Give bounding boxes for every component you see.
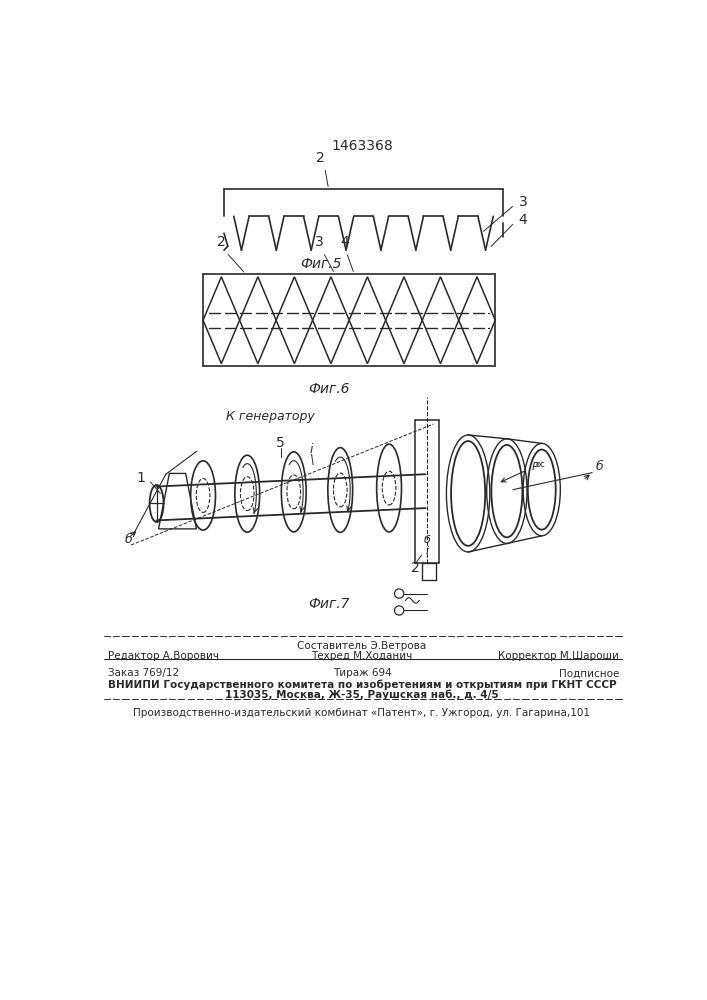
Text: б: б	[423, 535, 431, 545]
Text: 5: 5	[276, 436, 285, 450]
Text: 3: 3	[315, 235, 324, 249]
Text: 4: 4	[518, 213, 527, 227]
Text: 113035, Москва, Ж-35, Раушская наб., д. 4/5: 113035, Москва, Ж-35, Раушская наб., д. …	[225, 689, 498, 700]
Text: Заказ 769/12: Заказ 769/12	[107, 668, 179, 678]
Text: 4: 4	[341, 235, 349, 249]
Text: i: i	[310, 443, 313, 456]
Text: 2: 2	[316, 151, 325, 165]
Text: Составитель Э.Ветрова: Составитель Э.Ветрова	[298, 641, 426, 651]
Text: б: б	[125, 533, 132, 546]
Text: i: i	[426, 546, 428, 556]
Text: 1463368: 1463368	[331, 139, 393, 153]
Text: Фиг.7: Фиг.7	[308, 597, 349, 611]
Text: ВНИИПИ Государственного комитета по изобретениям и открытиям при ГКНТ СССР: ВНИИПИ Государственного комитета по изоб…	[107, 679, 617, 690]
Text: ос: ос	[535, 460, 545, 469]
Text: б: б	[596, 460, 604, 473]
Text: Техред М.Ходанич: Техред М.Ходанич	[311, 651, 413, 661]
Text: 2: 2	[411, 561, 420, 575]
Text: Р: Р	[532, 462, 539, 472]
Text: Тираж 694: Тираж 694	[332, 668, 392, 678]
Text: Фиг.6: Фиг.6	[308, 382, 349, 396]
Text: 3: 3	[518, 195, 527, 209]
Text: Подписное: Подписное	[559, 668, 619, 678]
Text: Редактор А.Ворович: Редактор А.Ворович	[107, 651, 218, 661]
Text: Производственно-издательский комбинат «Патент», г. Ужгород, ул. Гагарина,101: Производственно-издательский комбинат «П…	[134, 708, 590, 718]
Text: 2: 2	[216, 235, 226, 249]
Text: 1: 1	[136, 471, 146, 485]
Text: К генератору: К генератору	[226, 410, 315, 423]
Text: Фиг.5: Фиг.5	[300, 257, 341, 271]
Text: Корректор М.Шароши: Корректор М.Шароши	[498, 651, 619, 661]
